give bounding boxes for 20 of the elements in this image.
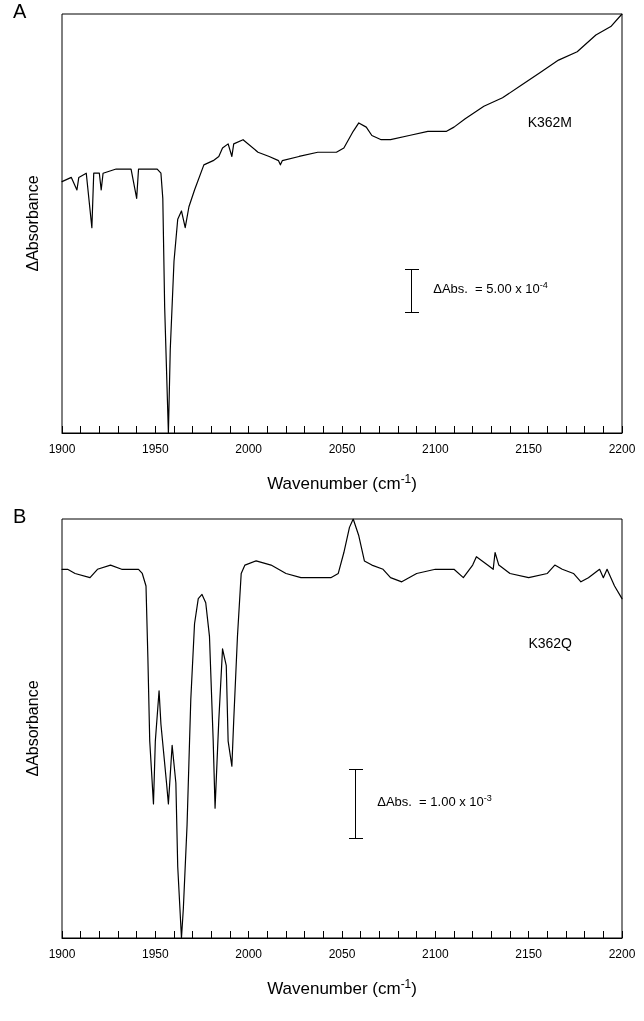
x-tick-label: 2050 (328, 442, 356, 456)
x-tick-label: 1900 (48, 442, 76, 456)
x-tick-label: 2050 (328, 947, 356, 961)
x-tick-label: 2100 (421, 947, 449, 961)
chart-title: B (13, 505, 27, 527)
chart-title: A (13, 0, 27, 22)
x-tick-label: 2200 (608, 442, 636, 456)
x-tick-label: 2000 (235, 442, 263, 456)
x-tick-label: 2100 (421, 442, 449, 456)
x-tick-label: 2150 (515, 442, 543, 456)
text: K362Q (528, 635, 573, 652)
x-tick-label: 2000 (235, 947, 263, 961)
x-tick-label: 1900 (48, 947, 76, 961)
y-axis-title: ΔAbsorbance (23, 175, 41, 272)
x-tick-label: 1950 (141, 947, 169, 961)
x-tick-label: 2150 (515, 947, 543, 961)
y-axis-title: ΔAbsorbance (23, 680, 41, 777)
series-label: K362M (527, 113, 572, 130)
x-tick-label: 2200 (608, 947, 636, 961)
x-tick-label: 1950 (141, 442, 169, 456)
